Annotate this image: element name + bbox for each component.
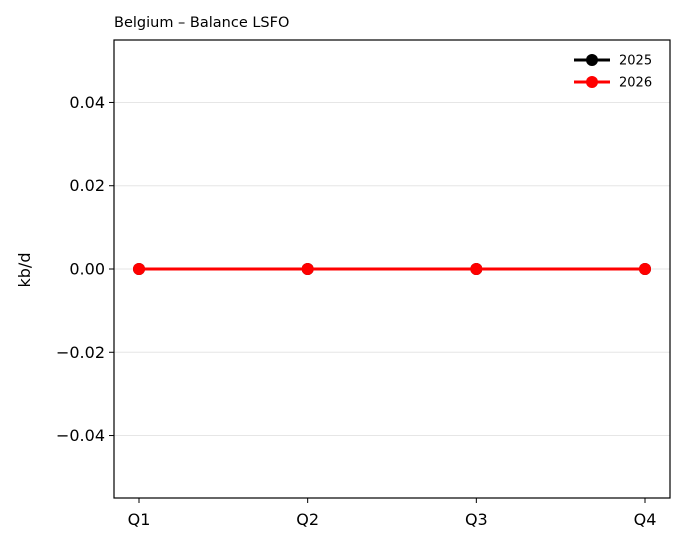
x-tick-label: Q1 (128, 510, 151, 529)
data-point-2026 (133, 263, 145, 275)
plot-area-frame (113, 39, 671, 499)
y-tick-label: 0.02 (69, 176, 105, 195)
data-point-2026 (639, 263, 651, 275)
legend-item-2025: 2025 (574, 54, 652, 69)
y-axis-label: kb/d (15, 253, 34, 288)
legend-label: 2025 (619, 54, 652, 69)
x-tick-label: Q2 (296, 510, 319, 529)
x-tick-label: Q4 (634, 510, 657, 529)
legend-marker (586, 54, 598, 66)
y-tick-label: −0.04 (56, 426, 105, 445)
data-point-2026 (470, 263, 483, 275)
legend: 2025 2026 (574, 54, 652, 91)
legend-marker (586, 76, 598, 88)
y-tick-label: 0.00 (69, 260, 105, 279)
y-axis: −0.04 −0.02 0.00 0.02 0.04 (56, 93, 114, 445)
chart-title: Belgium – Balance LSFO (114, 15, 289, 31)
y-tick-label: 0.04 (69, 93, 105, 112)
series-group (133, 263, 651, 275)
x-axis: Q1 Q2 Q3 Q4 (128, 498, 657, 529)
legend-item-2026: 2026 (574, 76, 652, 91)
x-tick-label: Q3 (465, 510, 488, 529)
legend-label: 2026 (619, 76, 652, 91)
data-point-2026 (301, 263, 314, 275)
y-tick-label: −0.02 (56, 343, 105, 362)
